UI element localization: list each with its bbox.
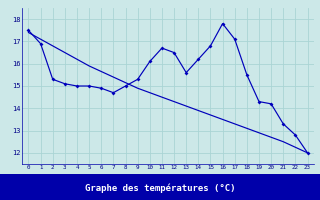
Text: Graphe des températures (°C): Graphe des températures (°C)	[85, 184, 235, 193]
